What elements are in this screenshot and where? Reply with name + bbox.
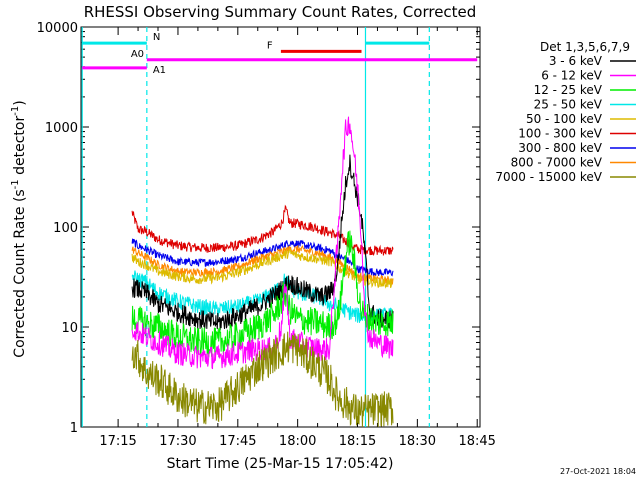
- footer-timestamp: 27-Oct-2021 18:04: [560, 467, 636, 476]
- series-line-300-800-kev: [131, 238, 394, 277]
- y-tick-label: 10000: [37, 21, 78, 36]
- y-tick-label: 100: [53, 221, 78, 236]
- x-axis-title: Start Time (25-Mar-15 17:05:42): [167, 456, 394, 472]
- y-axis-sup1: -1: [10, 179, 21, 189]
- series-line-50-100-kev: [131, 248, 394, 289]
- series-line-6-12-kev: [131, 116, 394, 370]
- legend-label: 300 - 800 keV: [518, 141, 602, 155]
- plot-area: 17:15 17:30 17:45 18:00 18:15 18:30 18:45 1 10 10…: [37, 21, 496, 449]
- legend-label: 6 - 12 keV: [541, 69, 603, 83]
- y-axis-title: Corrected Count Rate (s-1 detector-1): [10, 100, 28, 357]
- flag-label-a1: A1: [153, 65, 166, 76]
- x-tick-label: 17:45: [219, 434, 256, 449]
- series-line-7000-15000-kev: [131, 331, 394, 428]
- legend-label: 800 - 7000 keV: [511, 156, 603, 170]
- legend-label: 25 - 50 keV: [534, 98, 603, 112]
- y-axis-label: Corrected Count Rate (s-1 detector-1): [10, 100, 28, 357]
- legend-label: 12 - 25 keV: [534, 83, 603, 97]
- series-line-12-25-kev: [131, 230, 394, 358]
- y-tick-label: 1000: [45, 121, 78, 136]
- flag-label-a0: A0: [131, 49, 144, 60]
- x-tick-label: 17:30: [159, 434, 196, 449]
- x-axis-label: Start Time (25-Mar-15 17:05:42): [167, 456, 394, 472]
- y-tick-label: 10: [61, 321, 78, 336]
- legend-label: 50 - 100 keV: [526, 112, 603, 126]
- x-tick-label: 18:30: [399, 434, 436, 449]
- flag-label-n: N: [153, 32, 160, 43]
- legend-label: 7000 - 15000 keV: [495, 170, 602, 184]
- x-tick-label: 18:00: [279, 434, 316, 449]
- series-line-100-300-kev: [131, 204, 394, 256]
- y-tick-label: 1: [70, 421, 78, 436]
- chart-title: RHESSI Observing Summary Count Rates, Co…: [84, 3, 477, 21]
- legend-label: 3 - 6 keV: [549, 54, 603, 68]
- series-line-800-7000-kev: [131, 244, 394, 286]
- x-tick-label: 18:45: [458, 434, 495, 449]
- y-axis-sup2: -1: [10, 106, 21, 116]
- y-axis-title-text: Corrected Count Rate (s: [12, 189, 28, 357]
- legend-title: Det 1,3,5,6,7,9: [540, 40, 630, 54]
- x-tick-label: 18:15: [339, 434, 376, 449]
- series-line-3-6-kev: [131, 154, 394, 331]
- y-axis-title-end: ): [12, 100, 28, 105]
- flag-label-f: F: [267, 40, 273, 51]
- x-tick-label: 17:15: [99, 434, 136, 449]
- y-axis-title-mid: detector: [12, 116, 28, 180]
- legend-label: 100 - 300 keV: [518, 127, 602, 141]
